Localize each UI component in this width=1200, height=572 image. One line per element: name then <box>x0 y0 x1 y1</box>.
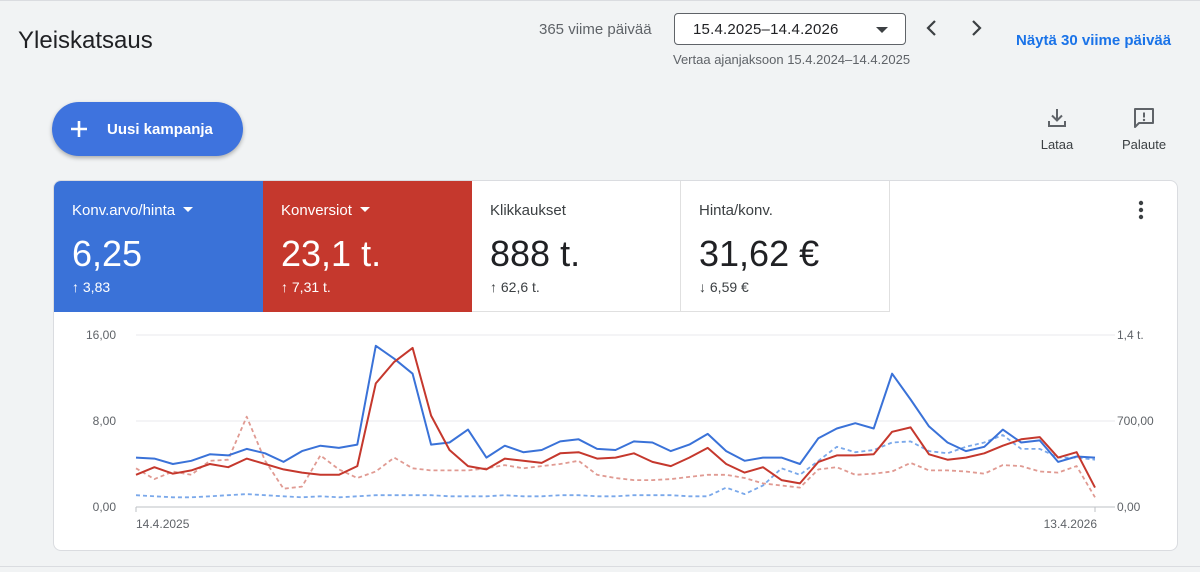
metric-name: Klikkaukset <box>490 202 566 219</box>
arrow-up-icon: ↑ <box>281 279 288 295</box>
metric-delta: ↓ 6,59 € <box>699 279 749 295</box>
performance-chart: 16,00 1,4 t. 8,00 700,00 0,00 0,00 14.4.2025 13… <box>86 328 1154 531</box>
metric-name: Hinta/konv. <box>699 202 773 219</box>
dropdown-caret-icon <box>183 206 194 212</box>
series-line-3 <box>135 434 1096 499</box>
feedback-icon <box>1134 108 1154 128</box>
y-left-tick-label: 8,00 <box>93 414 117 428</box>
metric-card-conversions[interactable]: Konversiot 23,1 t. ↑ 7,31 t. <box>263 181 472 312</box>
metric-card-cost-per-conv[interactable]: Hinta/konv. 31,62 € ↓ 6,59 € <box>681 181 890 312</box>
download-label: Lataa <box>1040 137 1074 152</box>
top-divider <box>0 0 1200 1</box>
arrow-up-icon: ↑ <box>490 279 497 295</box>
chevron-right-icon <box>972 20 982 36</box>
bottom-divider <box>0 566 1200 567</box>
metric-value: 31,62 € <box>699 233 820 274</box>
metric-name[interactable]: Konv.arvo/hinta <box>72 202 194 219</box>
arrow-up-icon: ↑ <box>72 279 79 295</box>
feedback-button[interactable]: Palaute <box>1114 106 1174 156</box>
metric-card-clicks[interactable]: Klikkaukset 888 t. ↑ 62,6 t. <box>472 181 681 312</box>
date-range-select[interactable]: 15.4.2025–14.4.2026 <box>674 13 906 45</box>
plus-icon <box>71 121 87 137</box>
new-campaign-button[interactable]: Uusi kampanja <box>52 102 243 156</box>
y-right-tick-label: 700,00 <box>1117 414 1154 428</box>
y-left-tick-label: 0,00 <box>93 500 117 514</box>
previous-period-button[interactable] <box>920 14 944 42</box>
x-tick-label: 13.4.2026 <box>1044 517 1098 531</box>
metric-delta: ↑ 7,31 t. <box>281 279 331 295</box>
metric-value: 6,25 <box>72 233 143 274</box>
date-range-label: 365 viime päivää <box>539 21 652 38</box>
metric-value: 888 t. <box>490 233 581 274</box>
series-line-0 <box>135 344 1096 465</box>
metric-delta: ↑ 62,6 t. <box>490 279 540 295</box>
download-button[interactable]: Lataa <box>1027 106 1087 156</box>
dropdown-caret-icon <box>359 206 370 212</box>
compare-period-text: Vertaa ajanjaksoon 15.4.2024–14.4.2025 <box>673 52 911 67</box>
more-vert-icon[interactable] <box>1131 199 1151 221</box>
metric-value: 23,1 t. <box>281 233 382 274</box>
overview-card: Konv.arvo/hinta 6,25 ↑ 3,83 Konversiot 2… <box>53 180 1178 551</box>
series-line-1 <box>135 346 1096 489</box>
show-30-days-link[interactable]: Näytä 30 viime päivää <box>1016 32 1172 49</box>
date-range-value: 15.4.2025–14.4.2026 <box>693 21 839 38</box>
feedback-label: Palaute <box>1121 137 1167 152</box>
new-campaign-label: Uusi kampanja <box>107 121 213 138</box>
y-right-tick-label: 1,4 t. <box>1117 328 1144 342</box>
page-title: Yleiskatsaus <box>18 27 153 54</box>
metric-delta: ↑ 3,83 <box>72 279 111 295</box>
y-left-tick-label: 16,00 <box>86 328 116 342</box>
metric-card-conv-value-cost[interactable]: Konv.arvo/hinta 6,25 ↑ 3,83 <box>54 181 263 312</box>
x-tick-label: 14.4.2025 <box>136 517 190 531</box>
y-right-tick-label: 0,00 <box>1117 500 1141 514</box>
metric-name[interactable]: Konversiot <box>281 202 370 219</box>
arrow-down-icon: ↓ <box>699 279 706 295</box>
next-period-button[interactable] <box>964 14 988 42</box>
chevron-left-icon <box>926 20 936 36</box>
download-icon <box>1048 109 1066 127</box>
dropdown-caret-icon <box>876 27 888 33</box>
